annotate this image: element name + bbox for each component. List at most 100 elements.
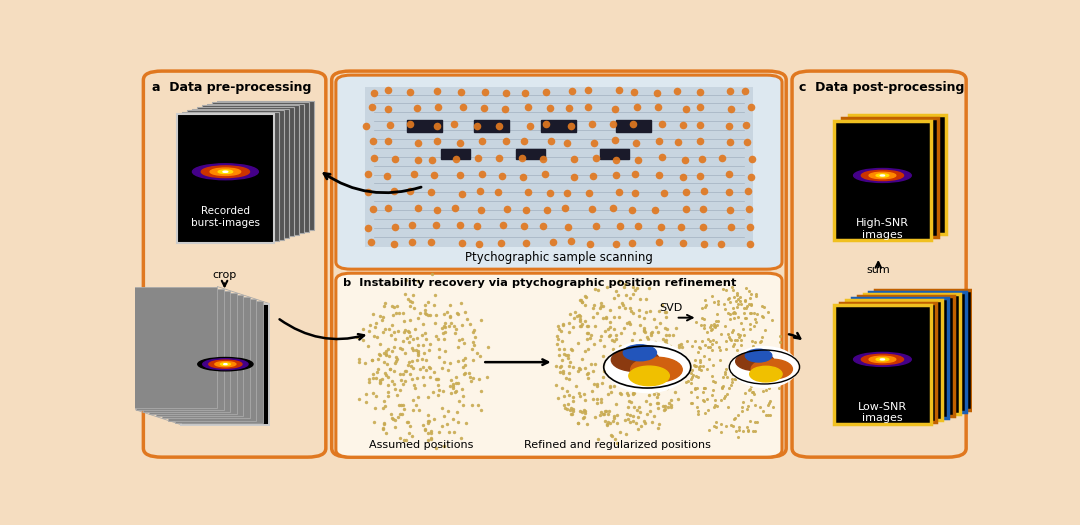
Point (388, 353, 405, 361)
Point (593, 302, 610, 310)
Point (422, 435, 440, 443)
Point (719, 309, 737, 317)
Text: Ptychographic sample scanning: Ptychographic sample scanning (465, 251, 653, 264)
Bar (541, 120, 576, 132)
Point (409, 347, 427, 355)
Point (448, 309, 465, 318)
Point (705, 422, 723, 430)
Point (737, 388, 754, 397)
Polygon shape (136, 289, 224, 410)
Point (400, 327, 417, 335)
Point (592, 397, 609, 406)
Point (743, 155, 760, 163)
Point (741, 204, 758, 213)
Point (537, 120, 554, 128)
Point (362, 237, 379, 246)
Point (693, 303, 711, 312)
Point (610, 313, 627, 321)
Point (704, 361, 721, 369)
Point (497, 89, 514, 97)
Point (360, 374, 377, 383)
Point (647, 387, 664, 395)
Point (453, 434, 470, 442)
Point (743, 388, 760, 396)
Point (748, 310, 766, 318)
Point (660, 344, 677, 353)
Ellipse shape (198, 358, 253, 371)
Point (364, 136, 381, 145)
Point (429, 206, 446, 215)
Point (583, 120, 600, 128)
Point (397, 366, 415, 375)
Point (737, 87, 754, 95)
Point (378, 371, 395, 379)
Point (650, 237, 667, 246)
Point (638, 333, 656, 341)
Point (415, 421, 432, 429)
Point (573, 408, 591, 416)
Point (602, 388, 619, 396)
Point (464, 328, 482, 336)
Point (658, 335, 675, 344)
Point (756, 369, 773, 377)
Point (379, 345, 396, 353)
Point (658, 339, 675, 347)
Point (429, 121, 446, 130)
Point (721, 315, 739, 323)
Point (402, 422, 419, 430)
Point (572, 296, 590, 304)
Point (720, 138, 738, 146)
FancyBboxPatch shape (365, 87, 753, 247)
Point (623, 397, 640, 406)
Point (738, 303, 755, 312)
Polygon shape (168, 299, 256, 421)
Point (637, 295, 654, 303)
Point (726, 375, 743, 384)
Ellipse shape (220, 363, 230, 365)
Point (720, 384, 738, 393)
Point (421, 363, 438, 372)
Point (562, 406, 579, 414)
Point (403, 237, 420, 246)
Point (754, 332, 771, 341)
Point (690, 343, 707, 351)
Point (360, 224, 377, 232)
Point (738, 302, 755, 310)
Point (419, 311, 436, 320)
Point (400, 328, 417, 337)
Point (748, 418, 766, 426)
Point (739, 423, 756, 431)
Point (606, 313, 623, 321)
Point (569, 339, 586, 347)
Point (729, 330, 746, 338)
Point (726, 292, 743, 301)
Point (405, 170, 422, 178)
Point (616, 304, 633, 313)
Point (768, 373, 785, 381)
Point (391, 308, 408, 317)
Point (415, 341, 432, 349)
Point (480, 342, 497, 351)
Point (638, 410, 656, 418)
Point (624, 412, 642, 420)
Point (363, 103, 380, 111)
Point (562, 310, 579, 318)
Point (729, 370, 746, 379)
Point (725, 313, 742, 322)
Point (771, 351, 788, 359)
Point (704, 386, 721, 394)
Point (418, 309, 435, 318)
Point (584, 303, 602, 312)
Point (733, 407, 751, 415)
Point (700, 343, 717, 351)
Point (648, 398, 665, 407)
Text: a  Data pre-processing: a Data pre-processing (151, 81, 311, 94)
Point (581, 240, 598, 248)
Point (438, 308, 456, 316)
Point (436, 442, 454, 450)
Point (370, 349, 388, 358)
Ellipse shape (606, 341, 689, 393)
Point (593, 331, 610, 340)
Point (517, 205, 535, 214)
Point (755, 303, 772, 311)
